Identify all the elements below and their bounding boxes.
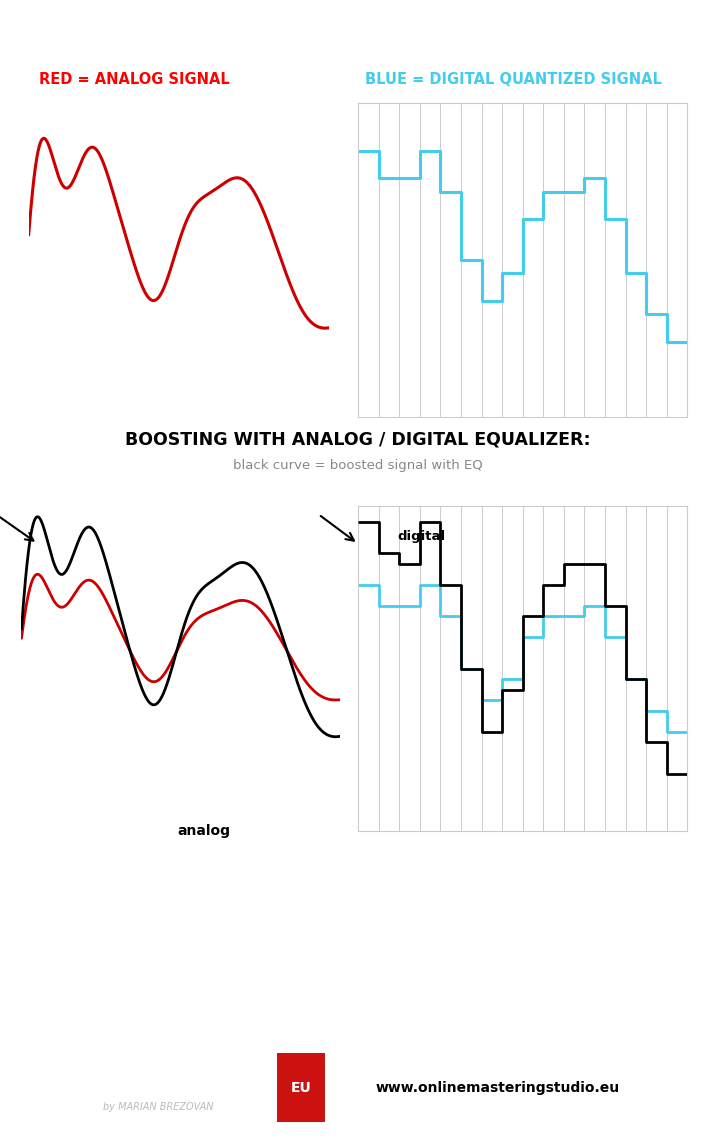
Text: EU: EU [291, 1080, 311, 1095]
Text: digital: digital [397, 530, 445, 542]
Text: RED = ANALOG SIGNAL: RED = ANALOG SIGNAL [39, 72, 230, 88]
Text: BOOSTING WITH ANALOG / DIGITAL EQUALIZER:: BOOSTING WITH ANALOG / DIGITAL EQUALIZER… [125, 431, 591, 449]
Text: by MARIAN BREZOVAN: by MARIAN BREZOVAN [103, 1102, 213, 1111]
Bar [277, 1053, 324, 1121]
Text: analog: analog [178, 825, 231, 838]
Text: Online mastering studio: Online mastering studio [78, 1069, 238, 1081]
Text: black curve = boosted signal with EQ: black curve = boosted signal with EQ [233, 459, 483, 473]
Text: BLUE = DIGITAL QUANTIZED SIGNAL: BLUE = DIGITAL QUANTIZED SIGNAL [365, 72, 662, 88]
Text: www.onlinemasteringstudio.eu: www.onlinemasteringstudio.eu [376, 1081, 620, 1095]
